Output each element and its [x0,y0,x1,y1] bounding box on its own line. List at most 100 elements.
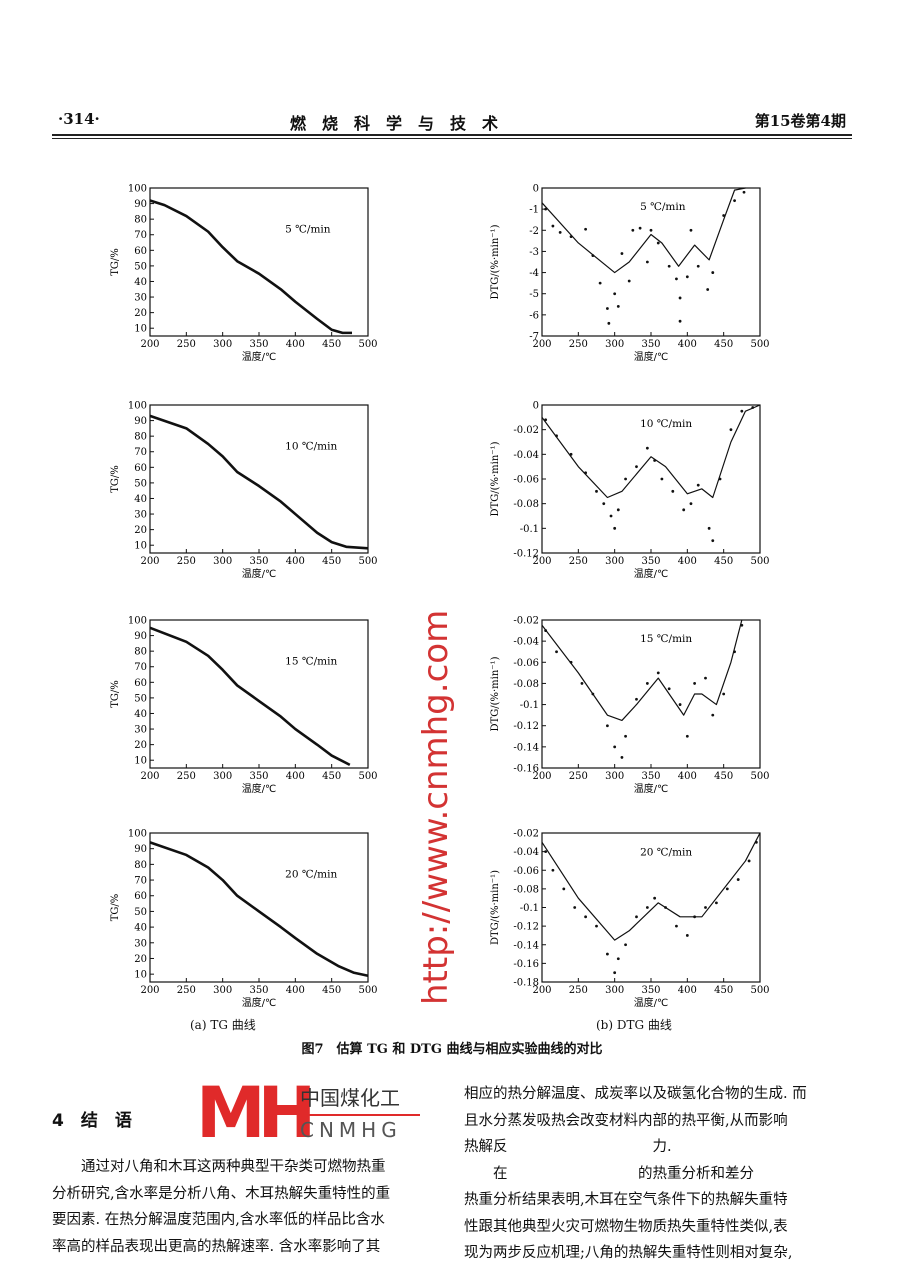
data-point [613,526,617,530]
x-tick-label: 300 [213,556,232,567]
y-tick-label: -0.02 [513,616,539,627]
y-tick-label: 20 [134,525,147,536]
y-tick-label: 60 [134,463,147,474]
y-tick-label: 20 [134,740,147,751]
x-axis-label: 温度/℃ [242,782,277,795]
logo-mark: MH [196,1072,316,1154]
y-tick-label: -5 [529,289,539,300]
y-tick-label: 80 [134,860,147,871]
x-tick-label: 350 [249,556,268,567]
x-tick-label: 500 [358,556,377,567]
section-heading: 4 结 语 [52,1111,132,1131]
plot-frame [149,619,369,769]
x-tick-label: 250 [177,985,196,996]
y-tick-label: -0.04 [513,450,539,461]
y-tick-label: -0.02 [513,829,539,840]
paragraph-line: 热重分析结果表明,木耳在空气条件下的热解失重特 [464,1192,788,1208]
y-tick-label: 40 [134,923,147,934]
y-tick-label: -0.1 [520,524,539,535]
x-tick-label: 200 [140,985,159,996]
data-point [711,271,715,274]
data-point [635,697,638,701]
x-axis-label: 温度/℃ [634,350,669,363]
data-point [685,934,689,937]
data-point [678,319,682,323]
data-point [584,227,587,231]
series-line [541,404,761,499]
y-tick-label: -3 [529,247,539,258]
x-axis-label: 温度/℃ [634,996,669,1009]
x-tick-label: 250 [177,339,196,350]
data-point [613,292,617,296]
x-tick-label: 200 [532,771,551,782]
x-tick-label: 450 [714,556,733,567]
x-tick-label: 300 [605,985,624,996]
y-tick-label: -0.06 [513,658,539,669]
chart-tg-1: 200 250 300 350 400 450 500 10 20 30 40 50 60 70 80 90 1… [110,184,378,364]
x-tick-label: 400 [286,556,305,567]
x-tick-label: 450 [322,556,341,567]
chart-dtg-3: 200 250 300 350 400 450 500 -0.02 -0.04 -0.06 -0.0… [490,616,770,796]
chart-dtg-1: 200 250 300 350 400 450 500 0 -1 -2 -3 -4 -5 -6 -7 温度/℃… [490,184,770,364]
data-point [689,228,693,232]
rate-label: 15 ℃/min [285,655,337,667]
data-point [606,724,609,728]
data-point [711,539,715,543]
journal-title: 燃 烧 科 学 与 技 术 [290,114,499,133]
issue-info: 第15卷第4期 [754,112,846,130]
x-tick-label: 250 [569,771,588,782]
cnmhg-logo: MH 中国煤化工 CNMHG [196,1072,426,1154]
paragraph-line: 分析研究,含水率是分析八角、木耳热解失重特性的重 [52,1185,391,1202]
x-tick-label: 500 [358,339,377,350]
y-tick-label: 80 [134,215,147,226]
y-tick-label: 0 [533,401,539,412]
data-point [602,502,606,506]
y-tick-label: 30 [134,293,147,304]
y-tick-label: 80 [134,647,147,658]
y-tick-label: -1 [529,205,539,216]
left-column: 通过对八角和木耳这两种典型干杂类可燃物热重 分析研究,含水率是分析八角、木耳热解… [52,1154,390,1260]
x-tick-label: 450 [322,339,341,350]
x-tick-label: 500 [358,771,377,782]
data-point [645,446,649,450]
data-point [675,924,678,928]
x-tick-label: 350 [641,771,660,782]
y-tick-label: -4 [529,268,539,279]
data-point [689,502,693,506]
data-point [558,231,562,234]
data-point [598,281,602,285]
paragraph-line: 且水分蒸发吸热会改变材料内部的热平衡,从而影响 [464,1112,788,1129]
rate-label: 10 ℃/min [640,418,692,430]
data-point [671,489,675,493]
caption-b: (b) DTG 曲线 [596,1018,672,1032]
y-tick-label: -0.16 [513,764,539,775]
data-point [635,915,638,919]
header-rule [52,134,852,139]
series-line [541,187,746,274]
paragraph-line: 要因素. 在热分解温度范围内,含水率低的样品比含水 [52,1212,385,1228]
x-axis-label: 温度/℃ [634,567,669,580]
x-tick-label: 350 [641,339,660,350]
x-tick-label: 400 [678,985,697,996]
data-point [645,682,649,685]
y-tick-label: 50 [134,478,147,489]
y-tick-label: 0 [533,184,539,195]
y-tick-label: -0.1 [520,700,539,711]
caption-a: (a) TG 曲线 [190,1018,256,1032]
y-tick-label: -0.12 [513,549,539,560]
y-axis-label: DTG/(%·min⁻¹) [490,870,501,945]
x-tick-label: 300 [605,771,624,782]
x-tick-label: 400 [678,339,697,350]
data-point [638,226,642,230]
y-tick-label: -0.04 [513,847,539,858]
y-tick-label: 40 [134,709,147,720]
paragraph-line: 现为两步反应机理;八角的热解失重特性则相对复杂, [464,1245,793,1261]
data-point [645,260,649,264]
data-point [613,745,617,749]
y-tick-label: -0.14 [513,742,539,753]
data-point [635,465,638,469]
y-tick-label: 10 [134,970,147,981]
data-point [740,409,744,413]
y-axis-label: DTG/(%·min⁻¹) [490,224,501,299]
y-tick-label: -2 [529,226,539,237]
